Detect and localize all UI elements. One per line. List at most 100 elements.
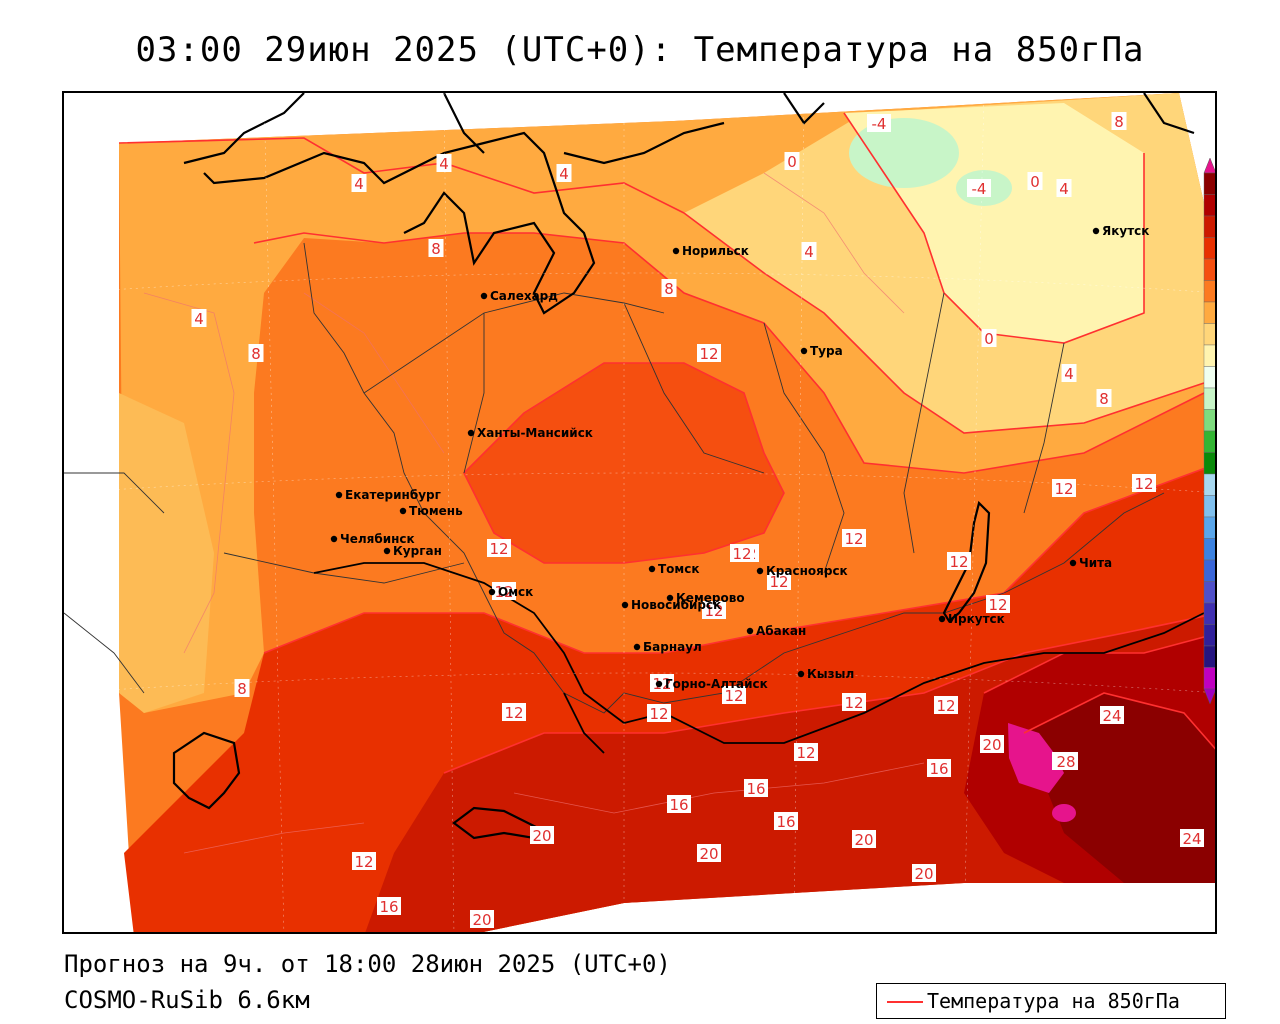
isoline-label-bg xyxy=(1061,364,1077,382)
isoline-label-bg xyxy=(980,735,1004,753)
isoline-label: 4 xyxy=(1064,365,1074,383)
isoline-label: 12 xyxy=(732,545,751,563)
isoline-label: 20 xyxy=(472,911,491,929)
city-label: Якутск xyxy=(1102,224,1149,238)
legend-line-swatch xyxy=(887,1001,923,1003)
isoline-label-bg xyxy=(947,552,971,570)
city-label: Норильск xyxy=(682,244,749,258)
isoline-label: 16 xyxy=(669,796,688,814)
zone-minus-4-a xyxy=(849,118,959,188)
isoline-label-bg xyxy=(667,795,691,813)
city-dot xyxy=(746,627,754,635)
city-dot xyxy=(1092,227,1100,235)
colorbar-top-arrow xyxy=(1203,157,1215,174)
city-dot xyxy=(399,507,407,515)
city-label: Омск xyxy=(498,585,533,599)
city-label: Томск xyxy=(658,562,700,576)
city-dot xyxy=(633,643,641,651)
colorbar-cell xyxy=(1203,452,1215,475)
isoline-label: 20 xyxy=(699,845,718,863)
isoline-label: 12 xyxy=(724,687,743,705)
colorbar-cell xyxy=(1203,645,1215,668)
isoline-label: 12 xyxy=(699,345,718,363)
isoline-label: -4 xyxy=(872,115,887,133)
colorbar-cell xyxy=(1203,495,1215,518)
isoline-label-bg xyxy=(934,696,958,714)
isoline-label-bg xyxy=(352,852,376,870)
isoline-label: 20 xyxy=(854,831,873,849)
isoline-label: 12 xyxy=(704,602,723,620)
isoline-label: 12 xyxy=(769,573,788,591)
temperature-map: 2824201612840-4-8-12-16-20-24-28-32-36-4… xyxy=(62,91,1217,934)
city-dot xyxy=(467,429,475,437)
city-dot xyxy=(648,565,656,573)
city-dot xyxy=(666,594,674,602)
city-dot xyxy=(756,567,764,575)
isoline-label-bg xyxy=(697,344,721,362)
isoline-label: 12 xyxy=(988,596,1007,614)
isoline-label: 12 xyxy=(796,744,815,762)
zone-west-8 xyxy=(119,393,214,713)
isoline-label-bg xyxy=(661,279,677,297)
isoline-label-bg xyxy=(774,812,798,830)
isoline-label: 0 xyxy=(1030,173,1040,191)
colorbar-cell xyxy=(1203,301,1215,324)
city-label: Кемерово xyxy=(676,591,745,605)
isoline-label-bg xyxy=(1111,112,1127,130)
isoline-label-bg xyxy=(1132,474,1156,492)
city-dot xyxy=(797,670,805,678)
isoline-label: 8 xyxy=(1114,113,1124,131)
isoline-label-bg xyxy=(436,154,452,172)
city-dot xyxy=(480,292,488,300)
isoline-label: 28 xyxy=(1056,753,1075,771)
legend: Температура на 850гПа xyxy=(876,983,1226,1019)
isoline-label-bg xyxy=(867,114,891,132)
colorbar-cell xyxy=(1203,409,1215,432)
isoline-label-bg xyxy=(492,582,516,600)
isoline-label: 8 xyxy=(237,680,247,698)
colorbar-cell xyxy=(1203,172,1215,195)
city-label: Екатеринбург xyxy=(345,488,441,502)
city-label: Барнаул xyxy=(643,640,702,654)
isoline-label-bg xyxy=(1100,706,1124,724)
isoline-label-bg xyxy=(1052,479,1076,497)
colorbar-cell xyxy=(1203,237,1215,260)
isoline-label: 20 xyxy=(982,736,1001,754)
isoline-label: 12 xyxy=(949,553,968,571)
isoline-label-bg xyxy=(377,897,401,915)
colorbar-cell xyxy=(1203,323,1215,346)
isoline-label-bg xyxy=(842,693,866,711)
isoline-label: -4 xyxy=(972,180,987,198)
isoline-label-bg xyxy=(702,601,726,619)
colorbar-cell xyxy=(1203,366,1215,389)
isoline-label-bg xyxy=(1054,752,1078,770)
isoline-label-bg xyxy=(730,544,754,562)
isoline-label-bg xyxy=(852,830,876,848)
colorbar-cell xyxy=(1203,387,1215,410)
colorbar-cell xyxy=(1203,559,1215,582)
isoline-label: 4 xyxy=(194,310,204,328)
isoline-label-bg xyxy=(351,174,367,192)
temperature-colorbar: 2824201612840-4-8-12-16-20-24-28-32-36-4… xyxy=(1203,157,1215,705)
isoline-label-bg xyxy=(1096,389,1112,407)
isoline-label: 12 xyxy=(936,697,955,715)
isoline-label-bg xyxy=(801,242,817,260)
isoline-label: 20 xyxy=(532,827,551,845)
isoline-label-bg xyxy=(191,309,207,327)
isoline-label: 8 xyxy=(431,240,441,258)
city-label: Чита xyxy=(1079,556,1112,570)
borders xyxy=(64,242,1165,714)
isoline-label: 4 xyxy=(354,175,364,193)
isoline-label: 12 xyxy=(844,530,863,548)
isoline-label: 12 xyxy=(844,694,863,712)
city-dot xyxy=(330,535,338,543)
isoline-label: 8 xyxy=(664,280,674,298)
city-label: Салехард xyxy=(490,289,558,303)
colorbar-cell xyxy=(1203,602,1215,625)
colorbar-cell xyxy=(1203,344,1215,367)
forecast-info: Прогноз на 9ч. от 18:00 28июн 2025 (UTC+… xyxy=(64,950,671,978)
isoline-label-bg xyxy=(1027,172,1043,190)
city-label: Тюмень xyxy=(409,504,463,518)
isoline-label-bg xyxy=(234,679,250,697)
city-dot xyxy=(383,547,391,555)
